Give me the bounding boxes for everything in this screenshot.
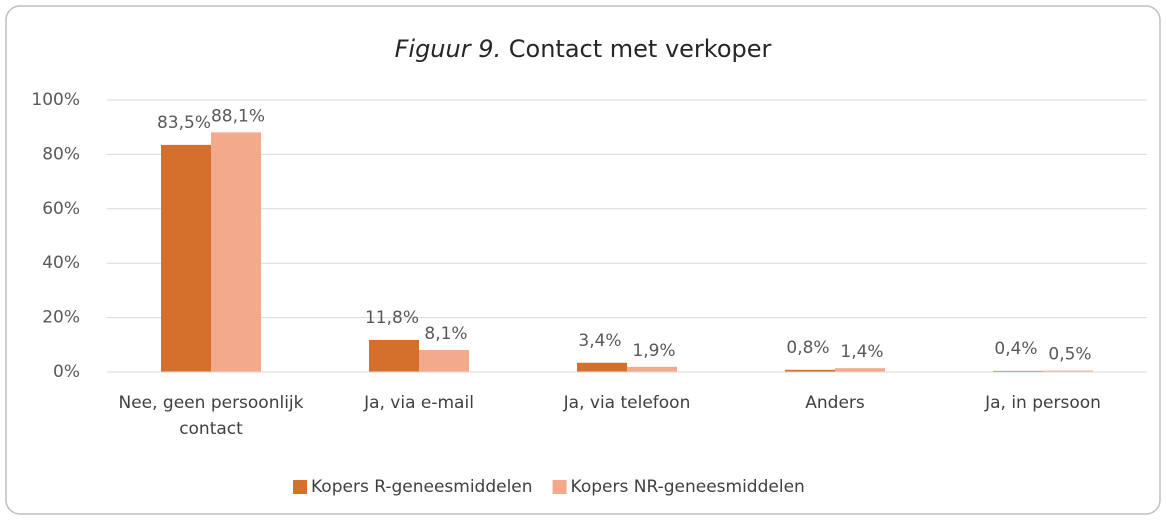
chart-title: Figuur 9. Contact met verkoper: [395, 35, 772, 63]
bar: [161, 144, 211, 372]
y-tick-label: 60%: [42, 199, 80, 219]
bar: [369, 339, 419, 372]
y-tick-label: 20%: [42, 308, 80, 328]
data-label: 0,8%: [786, 338, 829, 358]
legend-swatch: [293, 480, 307, 494]
legend-label: Kopers R-geneesmiddelen: [311, 477, 533, 497]
bar: [993, 370, 1043, 372]
data-label: 8,1%: [424, 324, 467, 344]
bar: [419, 349, 469, 372]
data-label: 83,5%: [157, 113, 211, 133]
data-label: 3,4%: [578, 331, 621, 351]
data-label: 0,5%: [1048, 345, 1091, 365]
bar: [1043, 370, 1093, 372]
bar: [627, 366, 677, 372]
data-label: 88,1%: [211, 106, 265, 126]
x-tick-label: Ja, in persoon: [985, 393, 1101, 413]
data-label: 0,4%: [994, 339, 1037, 359]
y-tick-label: 0%: [53, 362, 80, 382]
y-tick-label: 80%: [42, 144, 80, 164]
y-tick-label: 100%: [31, 90, 80, 110]
bar: [785, 369, 835, 372]
x-tick-label: Ja, via telefoon: [563, 393, 691, 413]
legend-label: Kopers NR-geneesmiddelen: [571, 477, 805, 497]
title-text: Contact met verkoper: [509, 35, 772, 63]
data-label: 11,8%: [365, 308, 419, 328]
chart-border: [5, 5, 1161, 515]
data-label: 1,4%: [840, 342, 883, 362]
x-tick-label: Ja, via e-mail: [364, 393, 474, 413]
y-tick-label: 40%: [42, 253, 80, 273]
data-label: 1,9%: [632, 341, 675, 361]
legend-swatch: [552, 480, 567, 494]
figure-label: Figuur 9.: [395, 35, 502, 63]
x-tick-label: Nee, geen persoonlijk contact: [118, 393, 304, 439]
bar: [835, 368, 885, 372]
bar: [577, 362, 627, 372]
x-tick-label: Anders: [805, 393, 865, 413]
bar: [211, 132, 261, 372]
